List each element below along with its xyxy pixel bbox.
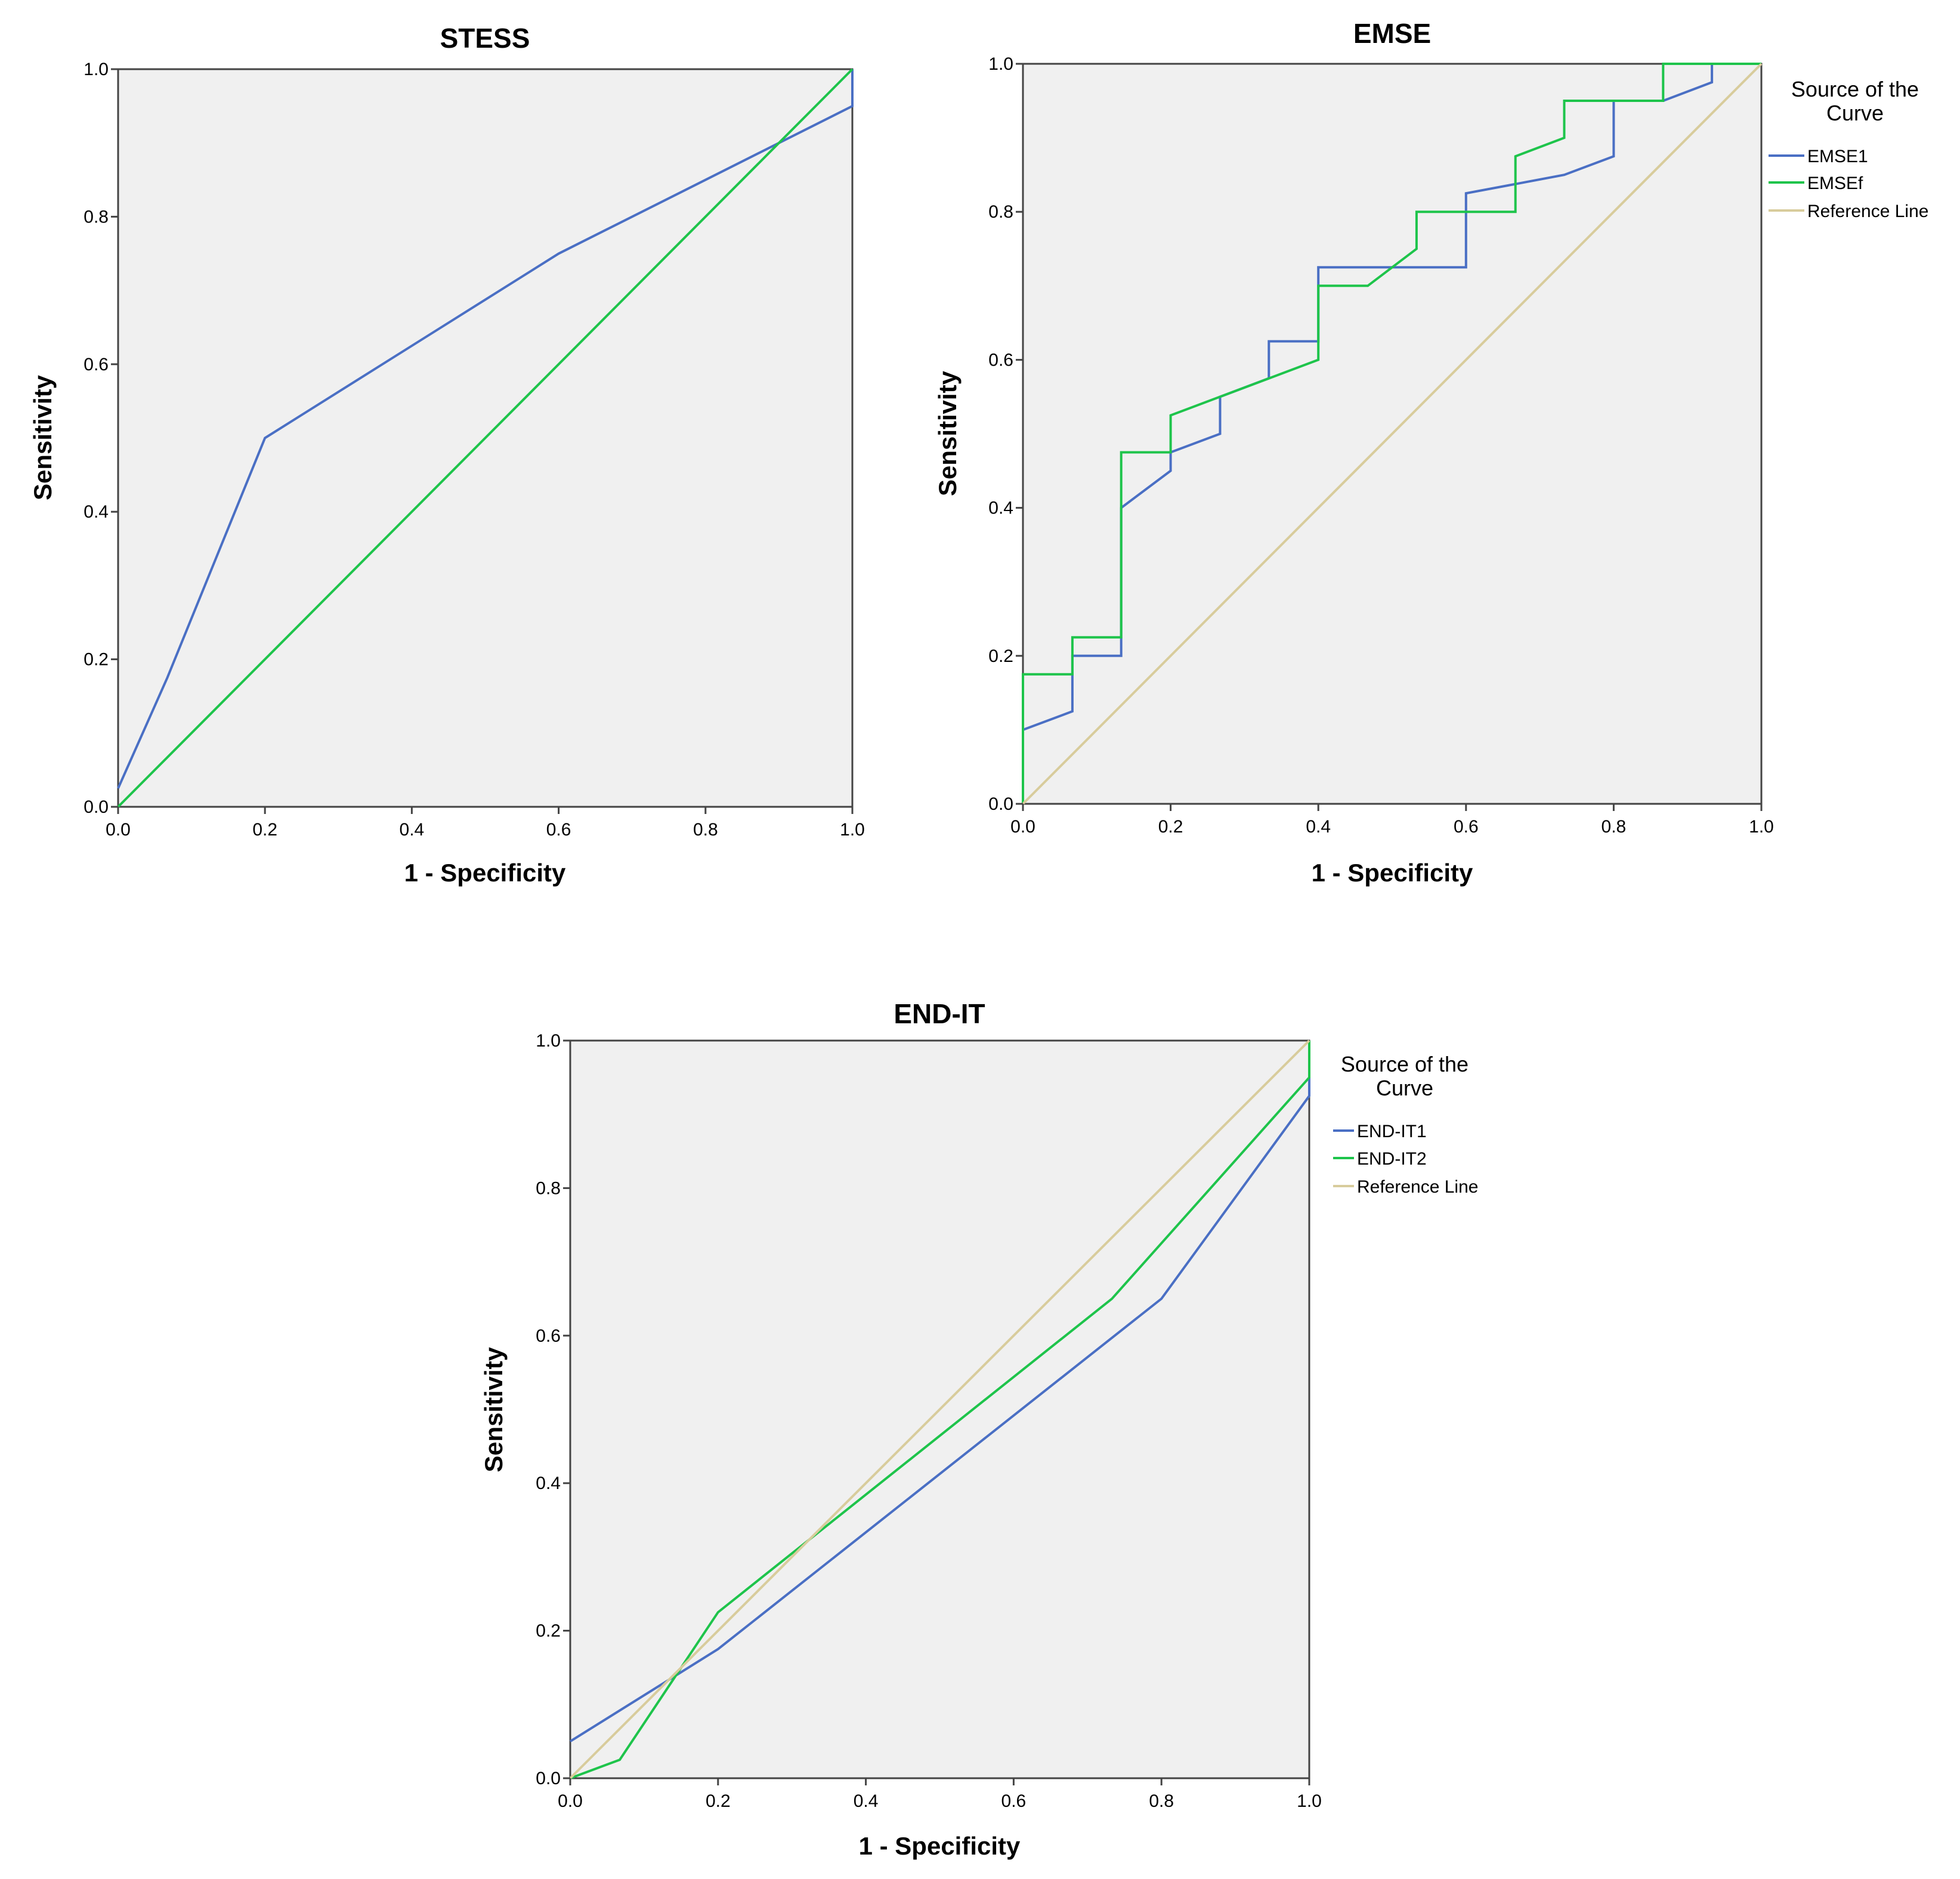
legend: Source of the Curve END-IT1 END-IT2 Refe… — [1333, 1052, 1478, 1197]
y-axis-label: Sensitivity — [933, 370, 962, 496]
y-axis-label: Sensitivity — [480, 1346, 508, 1472]
y-tick-label: 0.2 — [988, 646, 1013, 666]
legend-label-end-it2: END-IT2 — [1357, 1149, 1427, 1169]
panel-stess: 0.0 0.2 0.4 0.6 0.8 1.0 0.0 0.2 0.4 0.6 0.8 1.0 STE… — [29, 23, 865, 887]
y-tick-label: 0.8 — [84, 207, 109, 227]
legend-title: Source of the — [1791, 77, 1919, 101]
y-tick-label: 0.6 — [84, 355, 109, 374]
y-tick-label: 0.0 — [988, 794, 1013, 814]
x-tick-label: 0.0 — [1010, 817, 1035, 837]
x-tick-label: 0.6 — [1454, 817, 1479, 837]
y-tick-label: 0.4 — [988, 499, 1013, 518]
x-tick-label: 1.0 — [1749, 817, 1774, 837]
x-tick-label: 0.8 — [1602, 817, 1627, 837]
series-line-stess-curve — [117, 69, 854, 789]
y-tick-label: 0.6 — [536, 1326, 561, 1346]
x-tick-label: 0.0 — [106, 820, 131, 840]
y-tick-label: 0.2 — [84, 650, 109, 670]
y-tick-label: 0.2 — [536, 1621, 561, 1641]
series-line-reference-line — [1022, 63, 1763, 805]
x-tick-label: 0.0 — [558, 1791, 583, 1811]
x-tick-label: 1.0 — [1297, 1791, 1322, 1811]
x-tick-label: 0.4 — [400, 820, 425, 840]
x-tick-label: 0.8 — [1149, 1791, 1174, 1811]
legend-title: Curve — [1826, 101, 1884, 125]
y-tick-label: 0.8 — [988, 202, 1013, 222]
x-tick-label: 0.2 — [706, 1791, 731, 1811]
x-tick-label: 0.8 — [693, 820, 718, 840]
chart-title: END-IT — [894, 998, 985, 1029]
x-axis-label: 1 - Specificity — [859, 1832, 1021, 1860]
y-tick-label: 0.0 — [536, 1769, 561, 1788]
series-line-emsef — [1022, 63, 1761, 804]
y-axis-label: Sensitivity — [29, 374, 57, 500]
legend-label-reference-line: Reference Line — [1357, 1177, 1478, 1197]
y-tick-label: 0.6 — [988, 350, 1013, 370]
x-axis-label: 1 - Specificity — [1312, 859, 1473, 887]
series-line-reference-line — [569, 1039, 1310, 1779]
x-tick-label: 0.4 — [854, 1791, 879, 1811]
y-tick-label: 1.0 — [84, 60, 109, 79]
y-tick-label: 1.0 — [988, 54, 1013, 74]
chart-title: STESS — [440, 23, 530, 54]
legend-label-emsef: EMSEf — [1807, 174, 1863, 193]
legend-label-reference-line: Reference Line — [1807, 202, 1928, 221]
legend-label-end-it1: END-IT1 — [1357, 1122, 1427, 1141]
legend-label-emse1: EMSE1 — [1807, 147, 1868, 166]
y-tick-label: 0.4 — [84, 502, 109, 522]
x-tick-label: 1.0 — [840, 820, 865, 840]
x-tick-label: 0.2 — [252, 820, 277, 840]
panel-emse: 0.0 0.2 0.4 0.6 0.8 1.0 0.0 0.2 0.4 0.6 0.8 1.0 EMS… — [933, 18, 1928, 887]
y-tick-label: 0.0 — [84, 797, 109, 817]
y-tick-label: 0.4 — [536, 1474, 561, 1493]
series-line-reference — [117, 68, 854, 808]
y-tick-label: 1.0 — [536, 1031, 561, 1051]
legend-title: Source of the — [1341, 1052, 1469, 1076]
x-tick-label: 0.6 — [1001, 1791, 1027, 1811]
x-tick-label: 0.6 — [546, 820, 571, 840]
legend: Source of the Curve EMSE1 EMSEf Referenc… — [1769, 77, 1928, 221]
x-tick-label: 0.4 — [1306, 817, 1331, 837]
legend-title: Curve — [1376, 1076, 1433, 1100]
x-axis-label: 1 - Specificity — [404, 859, 566, 887]
x-tick-label: 0.2 — [1158, 817, 1183, 837]
series-line-end-it2 — [570, 1041, 1310, 1779]
chart-title: EMSE — [1353, 18, 1431, 49]
panel-end-it: 0.0 0.2 0.4 0.6 0.8 1.0 0.0 0.2 0.4 0.6 0.8 1.0 END… — [480, 998, 1478, 1860]
y-tick-label: 0.8 — [536, 1178, 561, 1198]
